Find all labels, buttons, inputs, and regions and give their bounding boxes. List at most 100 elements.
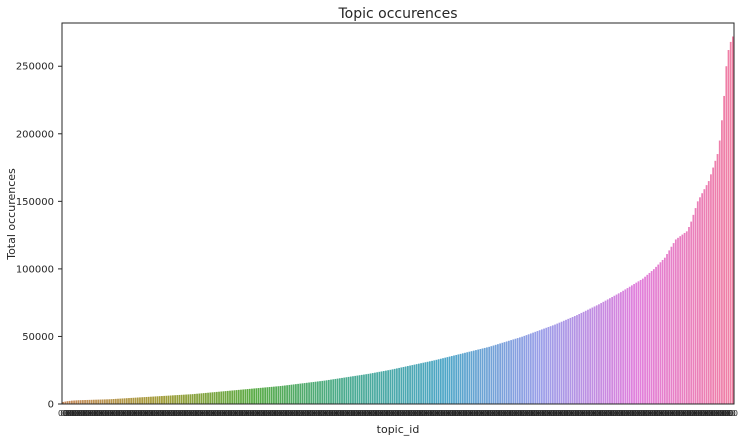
bar: [591, 307, 594, 404]
x-tick-label: 00: [214, 409, 224, 418]
bar: [172, 395, 174, 404]
x-tick-label: 00: [172, 409, 182, 418]
bar: [71, 400, 73, 404]
x-tick-label: 00: [658, 409, 668, 418]
bar: [183, 394, 185, 404]
x-tick-label: 00: [137, 409, 147, 418]
x-tick-label: 00: [425, 409, 435, 418]
bar: [622, 290, 624, 404]
bar: [646, 274, 649, 404]
chart-title: Topic occurences: [337, 6, 457, 22]
bar: [479, 349, 482, 404]
bar: [573, 316, 576, 404]
x-tick-label: 00: [231, 409, 241, 418]
x-tick-label: 00: [499, 409, 509, 418]
x-tick-label: 00: [67, 409, 77, 418]
x-tick-label: 00: [256, 409, 266, 418]
x-tick-label: 00: [394, 409, 404, 418]
x-tick-label: 00: [488, 409, 498, 418]
x-tick-label: 00: [295, 409, 305, 418]
bar: [666, 254, 668, 404]
x-tick-label: 00: [267, 409, 277, 418]
x-tick-label: 00: [519, 409, 529, 418]
bar: [727, 50, 730, 405]
bar: [650, 271, 653, 404]
bar: [251, 388, 253, 404]
bar: [246, 389, 249, 404]
x-tick-label: 00: [697, 409, 707, 418]
x-tick-label: 00: [210, 409, 220, 418]
x-tick-label: 00: [662, 409, 672, 418]
x-tick-label: 00: [664, 409, 674, 418]
x-tick-label: 00: [526, 409, 536, 418]
bar: [714, 160, 717, 404]
x-tick-label: 00: [161, 409, 171, 418]
bar: [532, 332, 534, 404]
bar: [343, 377, 346, 404]
x-tick-label: 00: [91, 409, 101, 418]
bar: [99, 399, 102, 404]
bar: [108, 399, 111, 404]
bar: [363, 374, 365, 404]
bar: [453, 355, 455, 404]
bar: [407, 366, 409, 404]
x-tick-label: 00: [365, 409, 375, 418]
x-tick-label: 00: [682, 409, 692, 418]
x-tick-label: 00: [412, 409, 422, 418]
x-tick-label: 00: [229, 409, 239, 418]
x-tick-label: 00: [183, 409, 193, 418]
x-tick-label: 00: [84, 409, 94, 418]
bar: [562, 320, 565, 404]
bar: [626, 288, 629, 404]
x-tick-label: 00: [317, 409, 327, 418]
x-tick-label: 00: [638, 409, 648, 418]
bar: [207, 392, 209, 404]
bar: [569, 317, 572, 404]
bar: [211, 392, 214, 404]
bar: [611, 297, 613, 404]
x-tick-label: 00: [346, 409, 356, 418]
bar: [433, 360, 436, 404]
bar: [209, 392, 212, 404]
bar: [248, 388, 251, 404]
bar: [446, 357, 449, 404]
bar: [66, 401, 69, 404]
x-tick-label: 00: [719, 409, 729, 418]
bar: [97, 399, 100, 404]
x-tick-label: 00: [502, 409, 512, 418]
x-tick-label: 00: [357, 409, 367, 418]
x-tick-label: 00: [135, 409, 145, 418]
x-tick-label: 00: [528, 409, 538, 418]
bar: [240, 389, 242, 404]
bar: [391, 369, 394, 404]
x-tick-label: 00: [60, 409, 70, 418]
bar: [565, 319, 567, 404]
bar: [200, 393, 203, 404]
bar: [661, 259, 664, 404]
x-tick-label: 00: [148, 409, 158, 418]
bar: [617, 293, 620, 404]
bar: [631, 285, 633, 404]
bar: [222, 391, 225, 404]
bar: [117, 398, 119, 404]
bar: [637, 281, 640, 404]
y-axis-ticks: 0 50000 100000 150000 200000 250000: [16, 62, 62, 411]
x-tick-label: 00: [447, 409, 457, 418]
x-tick-label: 00: [653, 409, 663, 418]
bar: [556, 323, 559, 404]
bar: [174, 395, 176, 404]
x-tick-label: 00: [572, 409, 582, 418]
x-tick-label: 00: [185, 409, 195, 418]
x-tick-label: 00: [205, 409, 215, 418]
bar: [336, 378, 339, 404]
x-tick-label: 00: [322, 409, 332, 418]
x-tick-label: 00: [381, 409, 391, 418]
x-tick-label: 00: [396, 409, 406, 418]
x-tick-label: 00: [188, 409, 198, 418]
x-tick-label: 00: [152, 409, 162, 418]
x-tick-label: 00: [315, 409, 325, 418]
bar: [385, 370, 387, 404]
bar: [136, 397, 139, 404]
x-tick-label: 00: [701, 409, 711, 418]
bar: [551, 325, 554, 404]
